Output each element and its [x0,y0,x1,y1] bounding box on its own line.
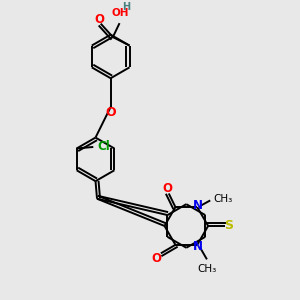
Text: H: H [122,2,130,12]
Text: O: O [94,13,105,26]
Text: O: O [163,182,173,195]
Text: Cl: Cl [97,140,110,153]
Text: CH₃: CH₃ [214,194,233,204]
Text: O: O [152,252,162,265]
Text: OH: OH [111,8,129,18]
Text: CH₃: CH₃ [197,264,217,274]
Text: N: N [193,239,203,253]
Text: O: O [105,106,116,119]
Text: S: S [224,220,233,232]
Text: N: N [193,200,203,212]
